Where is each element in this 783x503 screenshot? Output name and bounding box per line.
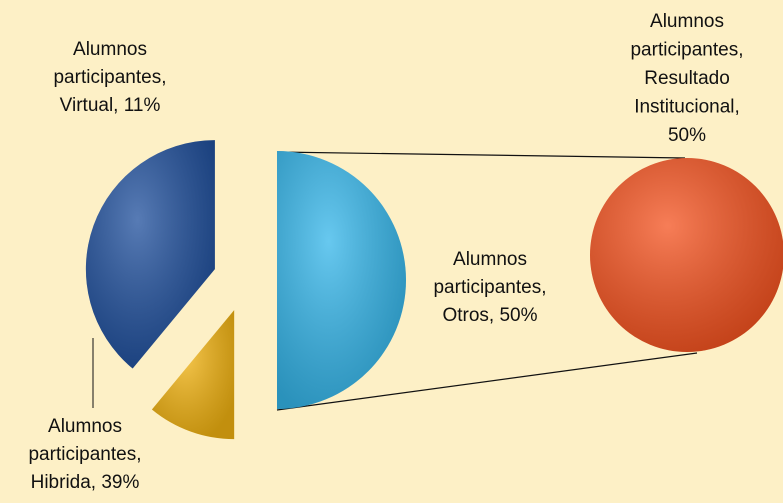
label-line: Resultado <box>644 68 730 89</box>
data-label: Alumnos participantes, Resultado Institucio… <box>630 11 743 146</box>
label-line: participantes, <box>53 67 166 88</box>
data-label: Alumnos participantes, Virtual, 11% <box>53 39 166 116</box>
slice-shade <box>277 151 406 409</box>
label-line: Alumnos <box>453 249 527 270</box>
label-line: Alumnos <box>650 11 724 32</box>
label-line: participantes, <box>28 444 141 465</box>
label-line: Virtual, 11% <box>60 95 161 116</box>
data-label: Alumnos participantes, Hibrida, 39% <box>28 416 141 493</box>
slice-shade <box>85 140 215 369</box>
slice-shade <box>590 158 783 352</box>
label-line: participantes, <box>433 277 546 298</box>
label-line: Hibrida, 39% <box>31 472 140 493</box>
slice-shade <box>151 310 235 440</box>
label-line: Alumnos <box>48 416 122 437</box>
label-line: Alumnos <box>73 39 147 60</box>
connector-line <box>276 352 698 411</box>
data-label: Alumnos participantes, Otros, 50% <box>433 249 546 326</box>
label-line: 50% <box>668 125 706 146</box>
connector-line <box>276 151 686 159</box>
label-line: participantes, <box>630 40 743 61</box>
label-line: Otros, 50% <box>442 305 537 326</box>
label-line: Institucional, <box>634 97 740 118</box>
